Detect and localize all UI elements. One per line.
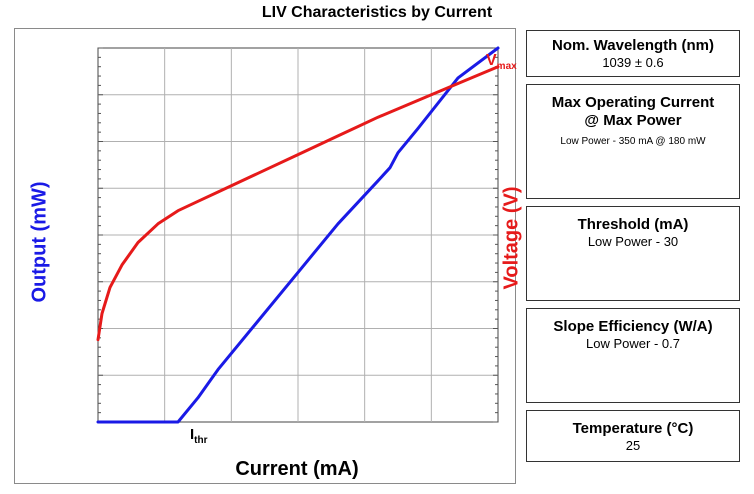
chart-frame xyxy=(14,28,516,484)
slope-efficiency-heading: Slope Efficiency (W/A) xyxy=(553,318,713,335)
threshold-annotation: Ithr xyxy=(190,426,208,446)
threshold-value: Low Power - 30 xyxy=(587,234,679,249)
output-series-line xyxy=(96,46,500,424)
max-current-value: Low Power - 350 mA @ 180 mW xyxy=(560,136,706,147)
wavelength-heading: Nom. Wavelength (nm) xyxy=(552,37,714,54)
wavelength-box: Nom. Wavelength (nm) 1039 ± 0.6 xyxy=(526,30,740,77)
wavelength-value: 1039 ± 0.6 xyxy=(602,55,664,70)
vmax-annotation: Vmax xyxy=(486,52,517,72)
y-axis-label-left: Output (mW) xyxy=(28,181,51,303)
series-layer xyxy=(96,46,500,424)
grid-lines xyxy=(98,48,498,422)
axis-ticks xyxy=(98,47,498,423)
chart-title: LIV Characteristics by Current xyxy=(261,4,493,21)
max-current-box: Max Operating Current @ Max Power Low Po… xyxy=(526,84,740,199)
threshold-heading: Threshold (mA) xyxy=(577,216,689,233)
voltage-series-line xyxy=(96,65,500,342)
vmax-annotation-main: V xyxy=(486,52,497,69)
y-axis-label-right: Voltage (V) xyxy=(500,186,523,290)
temperature-heading: Temperature (°C) xyxy=(572,420,694,437)
threshold-annotation-sub: thr xyxy=(194,435,208,446)
threshold-box: Threshold (mA) Low Power - 30 xyxy=(526,206,740,301)
slope-efficiency-value: Low Power - 0.7 xyxy=(586,336,680,351)
x-axis-label: Current (mA) xyxy=(235,458,359,480)
temperature-box: Temperature (°C) 25 xyxy=(526,410,740,462)
temperature-value: 25 xyxy=(625,438,641,453)
max-current-heading-line1: Max Operating Current xyxy=(551,94,715,111)
vmax-annotation-sub: max xyxy=(496,61,517,72)
max-current-heading-line2: @ Max Power xyxy=(584,112,682,129)
threshold-annotation-main: I xyxy=(190,426,195,443)
slope-efficiency-box: Slope Efficiency (W/A) Low Power - 0.7 xyxy=(526,308,740,403)
